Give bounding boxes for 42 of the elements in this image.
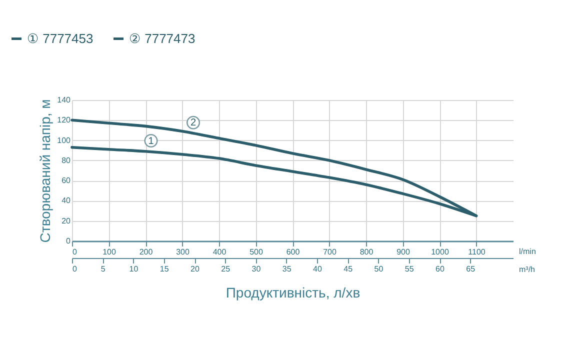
x-tick-label: 300 <box>176 248 190 256</box>
y-axis-title: Створюваний напір, м <box>37 99 54 243</box>
y-tick-label: 80 <box>62 156 72 165</box>
legend-label: ① 7777453 <box>27 30 94 46</box>
x2-tick-label: 5 <box>100 264 106 274</box>
x-tick-label: 400 <box>212 248 227 256</box>
y-tick-label: 120 <box>57 116 72 125</box>
x2-tick-label: 15 <box>160 264 170 274</box>
x-tick-label: 1000 <box>431 248 450 256</box>
x-tick-label: 700 <box>323 248 337 256</box>
x2-tick-label: 25 <box>221 264 231 274</box>
x-tick-label: 1100 <box>468 248 486 256</box>
x2-tick-label: 30 <box>252 264 262 274</box>
y-tick-label: 20 <box>62 216 72 226</box>
x2-tick-label: 45 <box>344 264 354 274</box>
x-tick-label: 100 <box>102 248 116 256</box>
y-tick-label: 40 <box>62 196 72 206</box>
x2-tick-label: 0 <box>72 264 78 274</box>
x-axis-title: Продуктивність, л/хв <box>226 284 360 300</box>
x-tick-label: 500 <box>250 248 264 256</box>
x-tick-label: 800 <box>360 248 374 256</box>
annotation: 2 <box>190 118 196 129</box>
x-tick-label: 600 <box>286 248 300 256</box>
x-tick-label: 0 <box>72 248 78 256</box>
x2-tick-label: 55 <box>404 264 414 274</box>
y-tick-label: 60 <box>62 176 72 186</box>
x-tick-label: 900 <box>396 248 410 256</box>
text: l/min <box>519 247 536 256</box>
x2-tick-label: 65 <box>466 264 476 274</box>
x2-tick-label: 60 <box>436 264 445 274</box>
y-tick-label: 140 <box>57 96 72 104</box>
y-tick-label: 0 <box>66 236 72 246</box>
x2-axis-title: m³/h <box>519 265 535 274</box>
annotation: 1 <box>148 136 154 147</box>
x2-tick-label: 40 <box>313 264 322 274</box>
x2-tick-label: 50 <box>374 264 384 274</box>
x-tick-label: 200 <box>139 248 154 256</box>
x2-tick-label: 20 <box>190 264 200 274</box>
legend-label: ② 7777473 <box>129 30 196 46</box>
y-tick-label: 100 <box>57 136 72 145</box>
x2-tick-label: 10 <box>129 264 139 274</box>
x2-tick-label: 35 <box>282 264 292 274</box>
